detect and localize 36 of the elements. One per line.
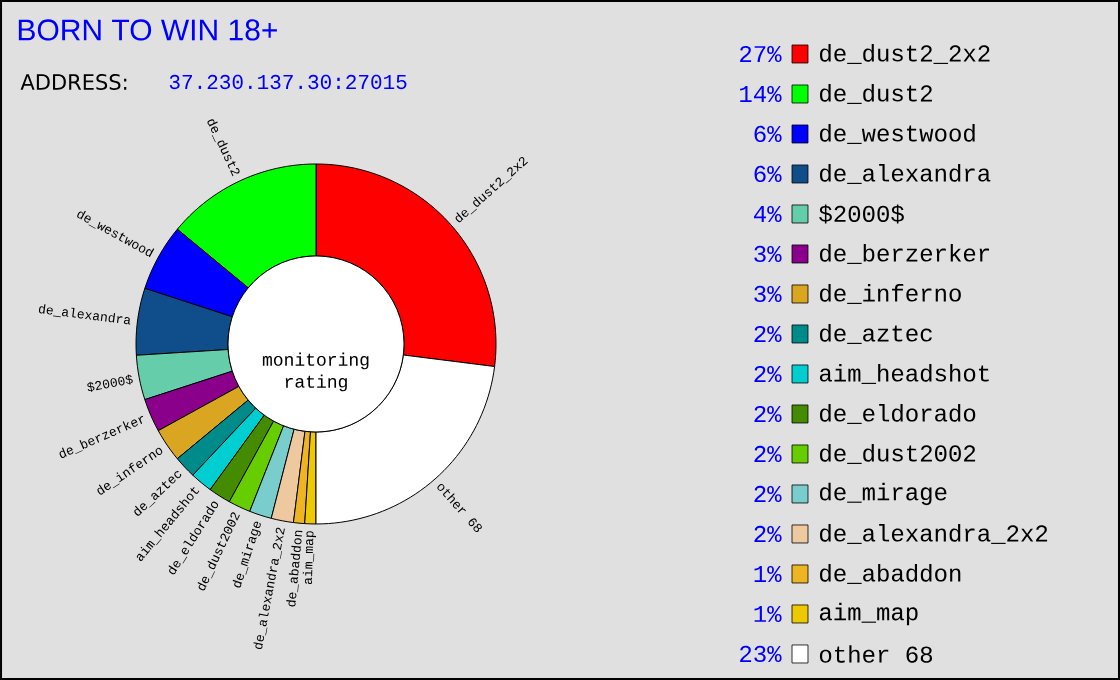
data-label: 2%	[754, 485, 782, 503]
data-label: 23%	[740, 645, 782, 663]
data-label: 1%	[754, 565, 782, 582]
data-label: 3%	[754, 285, 782, 303]
legend-label: aim_headshot	[819, 364, 989, 384]
data-label: 14%	[740, 85, 782, 103]
legend-label: de_eldorado	[820, 404, 976, 424]
data-label: 2%	[754, 405, 782, 423]
legend-label: de_dust2_2x2	[820, 44, 990, 64]
text: ADDRESS:	[20, 74, 127, 90]
data-label: 6%	[754, 165, 782, 183]
data-label: 6%	[754, 125, 782, 143]
legend-label: other 68	[819, 645, 933, 663]
legend-label: de_mirage	[820, 482, 947, 506]
legend-label: $2000$	[819, 204, 904, 224]
legend-label: aim_map	[819, 602, 918, 626]
legend-label: de_alexandra_2x2	[820, 524, 1048, 544]
data-label: 2%	[754, 525, 782, 543]
data-label: 1%	[754, 605, 782, 622]
legend-label: de_dust2002	[820, 444, 976, 464]
legend-label: de_alexandra	[820, 164, 991, 184]
data-label: 4%	[753, 205, 782, 223]
data-label: 2%	[754, 325, 782, 343]
data-label: 2%	[754, 445, 782, 463]
chart-title: BORN TO WIN 18+	[18, 19, 277, 41]
text: 37.230.137.30:27015	[169, 74, 407, 90]
legend-label: de_dust2	[820, 84, 932, 104]
data-label: 27%	[740, 45, 782, 63]
data-label: 2%	[754, 365, 782, 383]
text: monitoring rating	[262, 352, 369, 392]
legend-label: de_berzerker	[820, 244, 990, 264]
data-label: 3%	[754, 245, 782, 263]
legend-label: de_abaddon	[820, 564, 961, 584]
legend-label: de_westwood	[820, 124, 975, 144]
legend-label: de_inferno	[820, 284, 961, 304]
legend-label: de_aztec	[820, 324, 932, 344]
